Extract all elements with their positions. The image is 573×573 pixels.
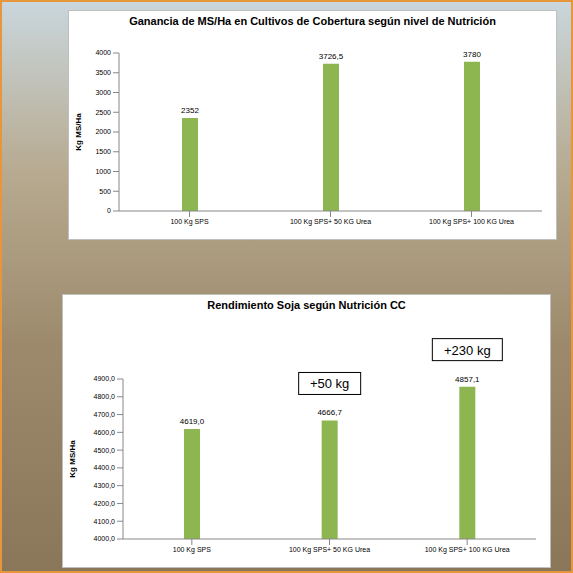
- svg-text:3780: 3780: [463, 50, 481, 59]
- svg-text:500: 500: [99, 188, 111, 195]
- svg-text:100 Kg SPS+ 50 KG Urea: 100 Kg SPS+ 50 KG Urea: [290, 218, 371, 226]
- svg-text:100 Kg SPS+ 100 KG Urea: 100 Kg SPS+ 100 KG Urea: [429, 218, 514, 226]
- svg-text:3726,5: 3726,5: [319, 52, 344, 61]
- html-text:Rendimiento Soja según Nutrici: Rendimiento Soja según Nutrición CC: [207, 299, 406, 311]
- svg-text:100 Kg SPS: 100 Kg SPS: [173, 546, 211, 554]
- html-text:Ganancia de MS/Ha en Cultivos: Ganancia de MS/Ha en Cultivos de Cobertu…: [129, 15, 496, 27]
- svg-text:4666,7: 4666,7: [317, 408, 342, 417]
- svg-text:3500: 3500: [95, 69, 111, 76]
- svg-text:3000: 3000: [95, 89, 111, 96]
- svg-text:2000: 2000: [95, 128, 111, 135]
- svg-text:2500: 2500: [95, 109, 111, 116]
- svg-text:+50 kg: +50 kg: [310, 376, 349, 391]
- svg-text:Kg MS/Ha: Kg MS/Ha: [68, 440, 77, 478]
- svg-text:100 Kg SPS+ 100 KG Urea: 100 Kg SPS+ 100 KG Urea: [425, 546, 510, 554]
- svg-text:100 Kg SPS+ 50 KG Urea: 100 Kg SPS+ 50 KG Urea: [289, 546, 370, 554]
- svg-text:1000: 1000: [95, 168, 111, 175]
- svg-text:4600,0: 4600,0: [94, 429, 116, 436]
- svg-text:1500: 1500: [95, 148, 111, 155]
- svg-text:4857,1: 4857,1: [455, 375, 480, 384]
- svg-text:4300,0: 4300,0: [94, 482, 116, 489]
- svg-text:4100,0: 4100,0: [94, 518, 116, 525]
- svg-text:4800,0: 4800,0: [94, 393, 116, 400]
- svg-text:4200,0: 4200,0: [94, 500, 116, 507]
- svg-text:4900,0: 4900,0: [94, 375, 116, 382]
- svg-text:2352: 2352: [181, 106, 199, 115]
- svg-text:100 Kg SPS: 100 Kg SPS: [170, 218, 208, 226]
- svg-text:4500,0: 4500,0: [94, 447, 116, 454]
- svg-text:4000,0: 4000,0: [94, 535, 116, 542]
- svg-text:4000: 4000: [95, 49, 111, 56]
- svg-text:4700,0: 4700,0: [94, 411, 116, 418]
- svg-text:+230 kg: +230 kg: [444, 343, 491, 358]
- svg-text:0: 0: [107, 207, 111, 214]
- svg-text:4400,0: 4400,0: [94, 464, 116, 471]
- svg-text:Kg MS/Ha: Kg MS/Ha: [74, 113, 83, 151]
- svg-text:4619,0: 4619,0: [180, 417, 205, 426]
